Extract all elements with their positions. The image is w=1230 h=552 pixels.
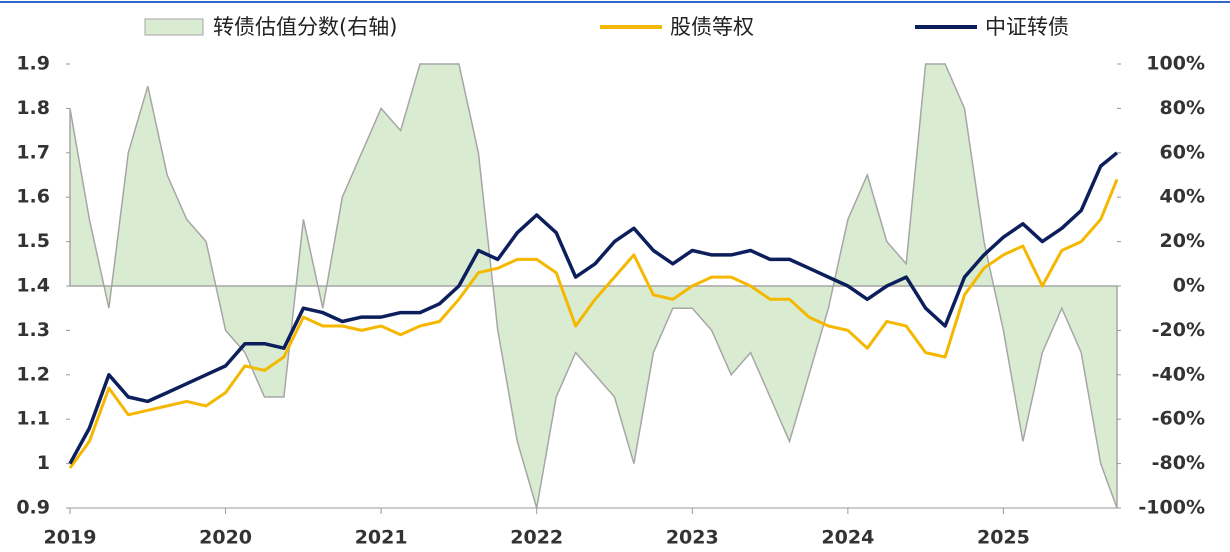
y2-tick-label: 100% — [1146, 53, 1205, 75]
y-tick-label: 1.5 — [16, 230, 50, 252]
y2-tick-label: -20% — [1152, 319, 1205, 341]
legend-swatch — [144, 18, 204, 36]
x-tick-label: 2024 — [821, 527, 874, 549]
y2-tick-label: 0% — [1173, 275, 1205, 297]
x-tick-label: 2019 — [44, 527, 97, 549]
area — [69, 63, 1118, 509]
y-tick-label: 1.6 — [16, 186, 50, 208]
x-tick-label: 2020 — [199, 527, 252, 549]
y-tick-label: 1.8 — [16, 97, 50, 119]
y-tick-label: 1.2 — [16, 363, 50, 385]
y2-tick-label: 20% — [1160, 230, 1205, 252]
x-tick-label: 2021 — [355, 527, 408, 549]
y-tick-label: 0.9 — [16, 497, 50, 519]
y-tick-label: 1.3 — [16, 319, 50, 341]
x-tick-label: 2023 — [666, 527, 719, 549]
y-tick-label: 1.1 — [16, 408, 50, 430]
y2-tick-label: -80% — [1152, 452, 1205, 474]
y2-tick-label: 40% — [1160, 186, 1205, 208]
legend-label: 股债等权 — [670, 15, 754, 39]
y2-tick-label: 60% — [1160, 141, 1205, 163]
y-tick-label: 1.4 — [16, 275, 50, 297]
y-tick-label: 1.9 — [16, 53, 50, 75]
y2-tick-label: -60% — [1152, 408, 1205, 430]
line — [68, 151, 1119, 465]
x-tick-label: 2022 — [510, 527, 563, 549]
y2-tick-label: -100% — [1138, 497, 1205, 519]
x-tick-label: 2025 — [977, 527, 1030, 549]
y2-tick-label: -40% — [1152, 363, 1205, 385]
legend-label: 转债估值分数(右轴) — [213, 15, 397, 39]
y-tick-label: 1 — [37, 452, 50, 474]
y-tick-label: 1.7 — [16, 141, 50, 163]
line — [68, 178, 1119, 469]
legend-label: 中证转债 — [985, 15, 1069, 39]
y2-tick-label: 80% — [1160, 97, 1205, 119]
